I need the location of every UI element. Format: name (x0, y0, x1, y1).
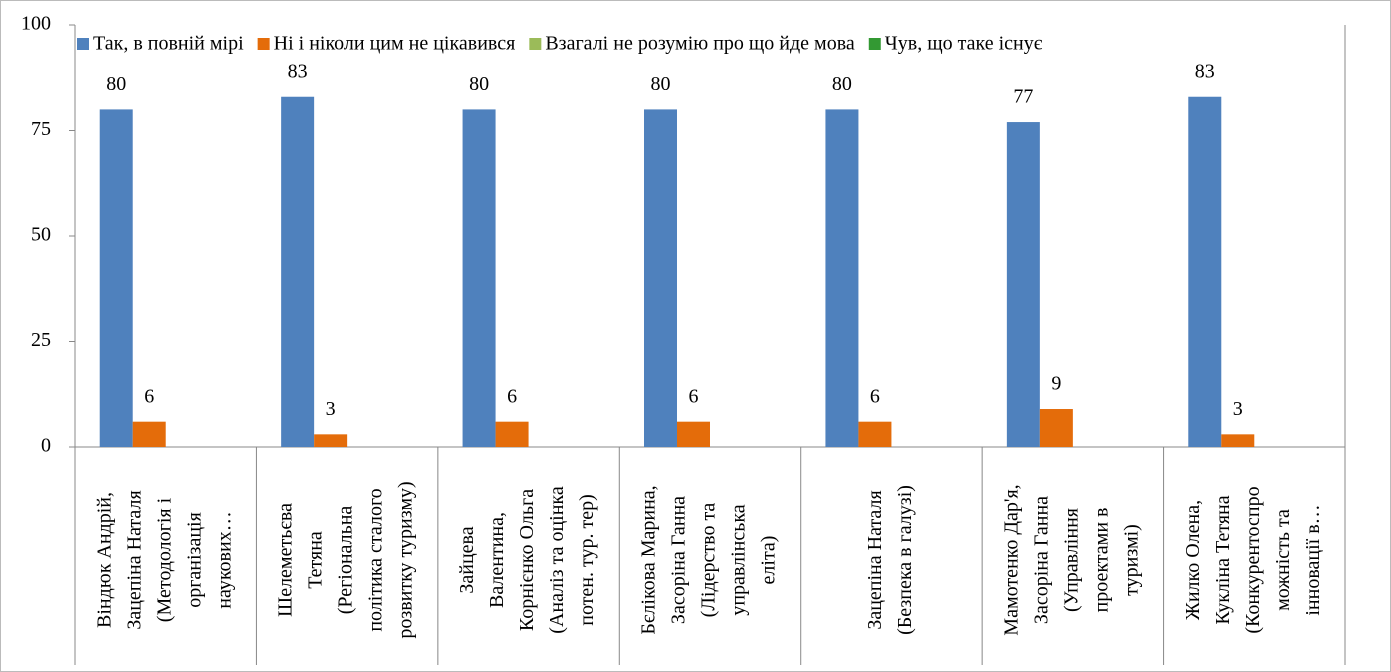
y-tick-label: 25 (31, 329, 51, 351)
y-tick-label: 0 (41, 435, 51, 457)
bar (858, 421, 892, 447)
x-tick-label: (Управління (1060, 508, 1082, 612)
x-tick-label: потен. тур. тер) (576, 494, 598, 626)
data-label: 6 (870, 385, 880, 407)
x-tick-label: Тетяна (305, 531, 327, 589)
bar (281, 96, 315, 448)
data-label: 83 (288, 60, 308, 82)
x-tick-label: еліта) (758, 536, 780, 585)
x-tick-label: Зацепіна Наталя (123, 490, 145, 629)
bar (1188, 96, 1222, 448)
bar (677, 421, 710, 447)
bar (462, 109, 496, 448)
x-tick-label: Засоріна Ганна (1030, 496, 1052, 624)
x-tick-label: проектами в (1090, 508, 1112, 613)
x-tick-label: Корнієнко Ольга (516, 489, 538, 631)
x-tick-label: організація (183, 512, 205, 608)
bar (1006, 122, 1040, 447)
x-tick-label: наукових… (213, 511, 235, 608)
legend-label: Ні і ніколи цим не цікавився (274, 33, 516, 55)
data-label: 6 (507, 385, 517, 407)
data-label: 3 (326, 398, 336, 420)
x-tick-label: (Лідерство та (698, 503, 720, 618)
bar (1039, 409, 1073, 447)
y-tick-label: 75 (31, 118, 51, 140)
bar (1221, 434, 1255, 447)
x-tick-label: Віндюк Андрій, (93, 492, 115, 628)
x-tick-label: (Регіональна (335, 506, 357, 615)
data-label: 9 (1051, 373, 1061, 395)
x-tick-label: Жилко Олена, (1182, 500, 1204, 620)
data-label: 80 (832, 73, 852, 95)
x-tick-label: Шелеметьєва (275, 503, 297, 617)
x-tick-label: управлінська (728, 504, 750, 615)
legend-swatch (529, 38, 542, 50)
data-label: 80 (106, 73, 126, 95)
x-tick-label: (Конкурентоспро (1242, 486, 1264, 633)
x-tick-label: розвитку туризму) (395, 481, 417, 638)
x-tick-label: інновації в… (1302, 504, 1324, 615)
x-tick-label: можність та (1272, 509, 1294, 611)
x-tick-label: туризмі) (1120, 524, 1142, 596)
legend-label: Чув, що таке існує (885, 33, 1043, 55)
legend-swatch (868, 38, 881, 50)
y-tick-label: 50 (31, 224, 51, 246)
data-label: 80 (469, 73, 489, 95)
x-tick-label: (Безпека в галузі) (894, 485, 916, 635)
bar (99, 109, 133, 448)
bar (644, 109, 677, 448)
y-tick-label: 100 (21, 13, 51, 35)
legend-swatch (77, 38, 89, 50)
data-label: 6 (144, 385, 154, 407)
legend-label: Так, в повній мірі (93, 33, 244, 55)
data-label: 3 (1233, 398, 1243, 420)
x-tick-label: Мамотенко Дар'я, (1000, 484, 1022, 635)
x-tick-label: (Методологія і (153, 497, 175, 622)
bar (132, 421, 166, 447)
x-tick-label: політика сталого (365, 488, 387, 631)
legend-swatch (257, 38, 270, 50)
x-tick-label: Засоріна Ганна (668, 496, 690, 624)
bar (825, 109, 859, 448)
data-label: 83 (1195, 60, 1215, 82)
data-label: 80 (651, 73, 671, 95)
bar (495, 421, 529, 447)
x-tick-label: Зацепіна Наталя (864, 490, 886, 629)
data-label: 77 (1013, 86, 1033, 108)
x-tick-label: (Аналіз та оцінка (546, 486, 568, 634)
x-tick-label: Зайцева (456, 526, 478, 593)
x-tick-label: Бєлікова Марина, (638, 485, 660, 634)
data-label: 6 (689, 385, 699, 407)
legend-label: Взагалі не розумію про що йде мова (545, 33, 855, 55)
x-tick-label: Валентина, (486, 512, 508, 608)
bar (314, 434, 348, 447)
legend: Так, в повній мірі Ні і ніколи цим не цік… (77, 33, 1043, 55)
x-tick-label: Кукліна Тетяна (1212, 495, 1234, 624)
